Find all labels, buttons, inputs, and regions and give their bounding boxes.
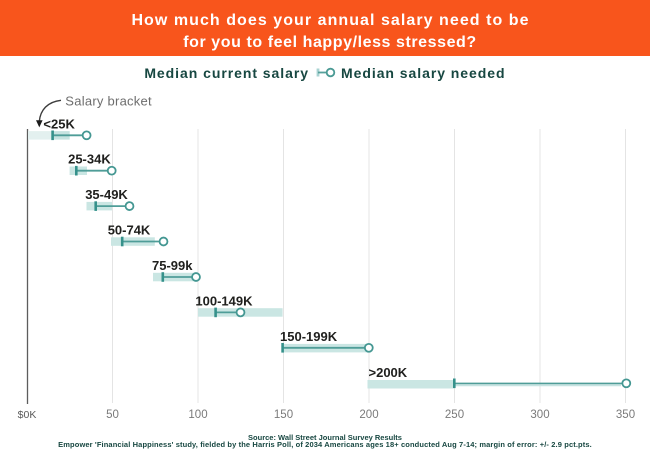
svg-text:200: 200 [359,409,378,421]
svg-text:25-34K: 25-34K [68,152,111,167]
svg-text:>200K: >200K [369,365,408,380]
svg-text:<25K: <25K [43,116,75,131]
svg-text:100-149K: 100-149K [195,293,253,308]
svg-text:75-99k: 75-99k [152,258,193,273]
svg-text:150-199K: 150-199K [280,329,338,344]
svg-text:300: 300 [530,409,549,421]
svg-text:100: 100 [188,409,207,421]
svg-text:150: 150 [274,409,293,421]
svg-text:50: 50 [106,409,119,421]
svg-text:50-74K: 50-74K [108,223,151,238]
svg-text:35-49K: 35-49K [85,187,128,202]
svg-text:350: 350 [616,409,635,421]
svg-text:$0K: $0K [18,409,37,421]
svg-text:Salary bracket: Salary bracket [65,94,152,109]
svg-text:250: 250 [445,409,464,421]
